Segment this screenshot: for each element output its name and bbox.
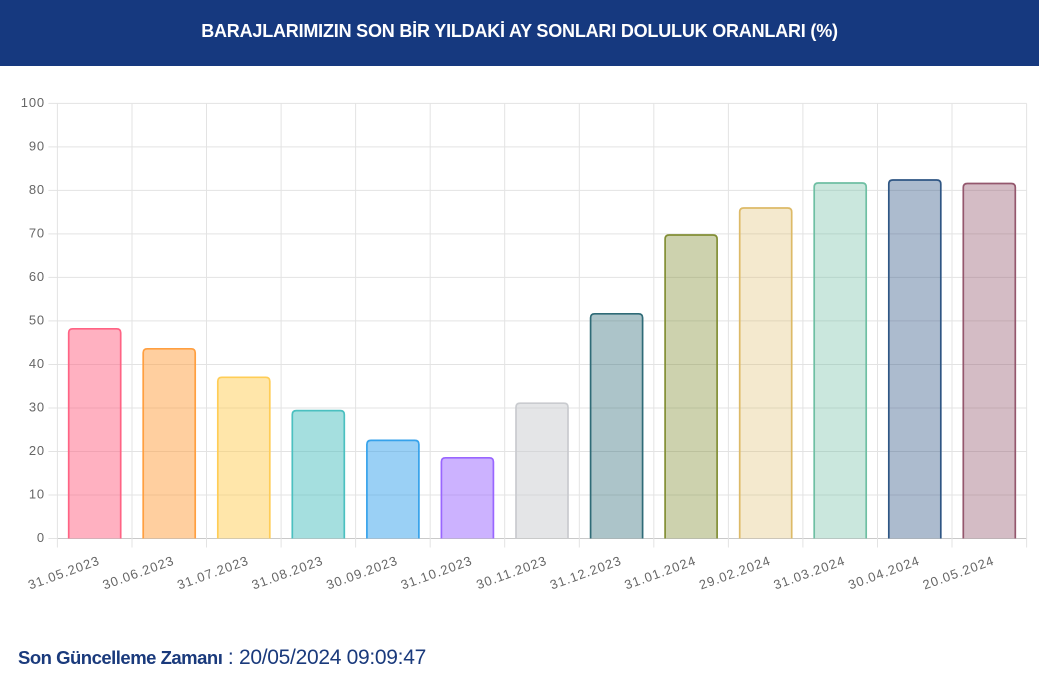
svg-text:29.02.2024: 29.02.2024 bbox=[697, 553, 773, 593]
svg-text:31.12.2023: 31.12.2023 bbox=[548, 553, 624, 593]
svg-text:20: 20 bbox=[29, 443, 45, 458]
svg-text:31.07.2023: 31.07.2023 bbox=[175, 553, 251, 593]
svg-text:60: 60 bbox=[29, 269, 45, 284]
svg-text:80: 80 bbox=[29, 182, 45, 197]
svg-text:30: 30 bbox=[29, 400, 45, 415]
svg-text:70: 70 bbox=[29, 225, 45, 240]
svg-text:90: 90 bbox=[29, 138, 45, 153]
svg-text:30.09.2023: 30.09.2023 bbox=[324, 553, 400, 593]
svg-text:31.01.2024: 31.01.2024 bbox=[622, 553, 698, 593]
svg-text:31.08.2023: 31.08.2023 bbox=[250, 553, 326, 593]
svg-text:30.04.2024: 30.04.2024 bbox=[846, 553, 922, 593]
svg-text:10: 10 bbox=[29, 487, 45, 502]
svg-text:20.05.2024: 20.05.2024 bbox=[921, 553, 997, 593]
svg-text:50: 50 bbox=[29, 312, 45, 327]
svg-text:0: 0 bbox=[37, 530, 45, 545]
svg-text:31.05.2023: 31.05.2023 bbox=[26, 553, 102, 593]
svg-text:31.03.2024: 31.03.2024 bbox=[772, 553, 848, 593]
svg-text:30.11.2023: 30.11.2023 bbox=[474, 553, 549, 592]
svg-text:100: 100 bbox=[21, 95, 45, 110]
svg-text:40: 40 bbox=[29, 356, 45, 371]
svg-text:31.10.2023: 31.10.2023 bbox=[399, 553, 475, 593]
svg-text:30.06.2023: 30.06.2023 bbox=[101, 553, 177, 593]
